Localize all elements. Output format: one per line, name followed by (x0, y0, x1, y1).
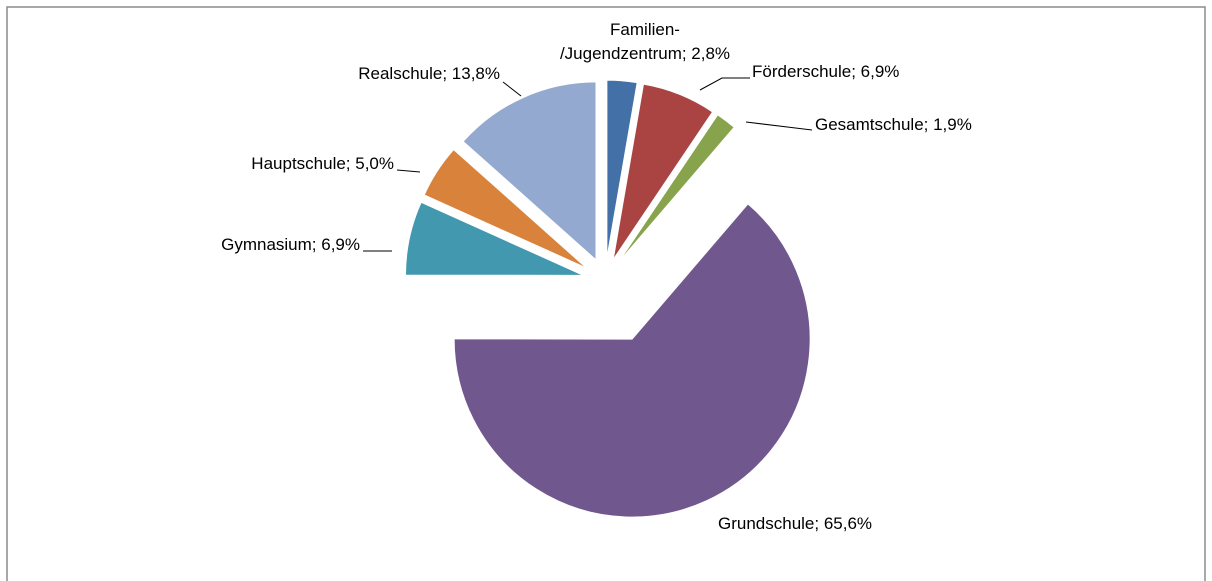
data-label: Förderschule; 6,9% (752, 62, 900, 81)
data-label: Grundschule; 65,6% (718, 514, 873, 533)
pie-slice (453, 203, 811, 518)
data-label: Gesamtschule; 1,9% (815, 115, 972, 134)
leader-line (396, 169, 421, 173)
leader-line (502, 81, 522, 97)
pie-slice (617, 114, 735, 263)
pie-slice (404, 201, 584, 276)
pie-slice (612, 83, 714, 260)
data-label: Realschule; 13,8% (358, 64, 500, 83)
leader-line (699, 77, 750, 91)
pie-slice (462, 81, 597, 262)
chart-border (6, 6, 1206, 581)
data-label: Familien- /Jugendzentrum; 2,8% (559, 20, 731, 63)
leader-line (745, 121, 813, 131)
pie-slice (423, 148, 587, 269)
data-label: Gymnasium; 6,9% (221, 235, 360, 254)
pie-slice (606, 79, 638, 259)
data-label: Hauptschule; 5,0% (251, 154, 394, 173)
